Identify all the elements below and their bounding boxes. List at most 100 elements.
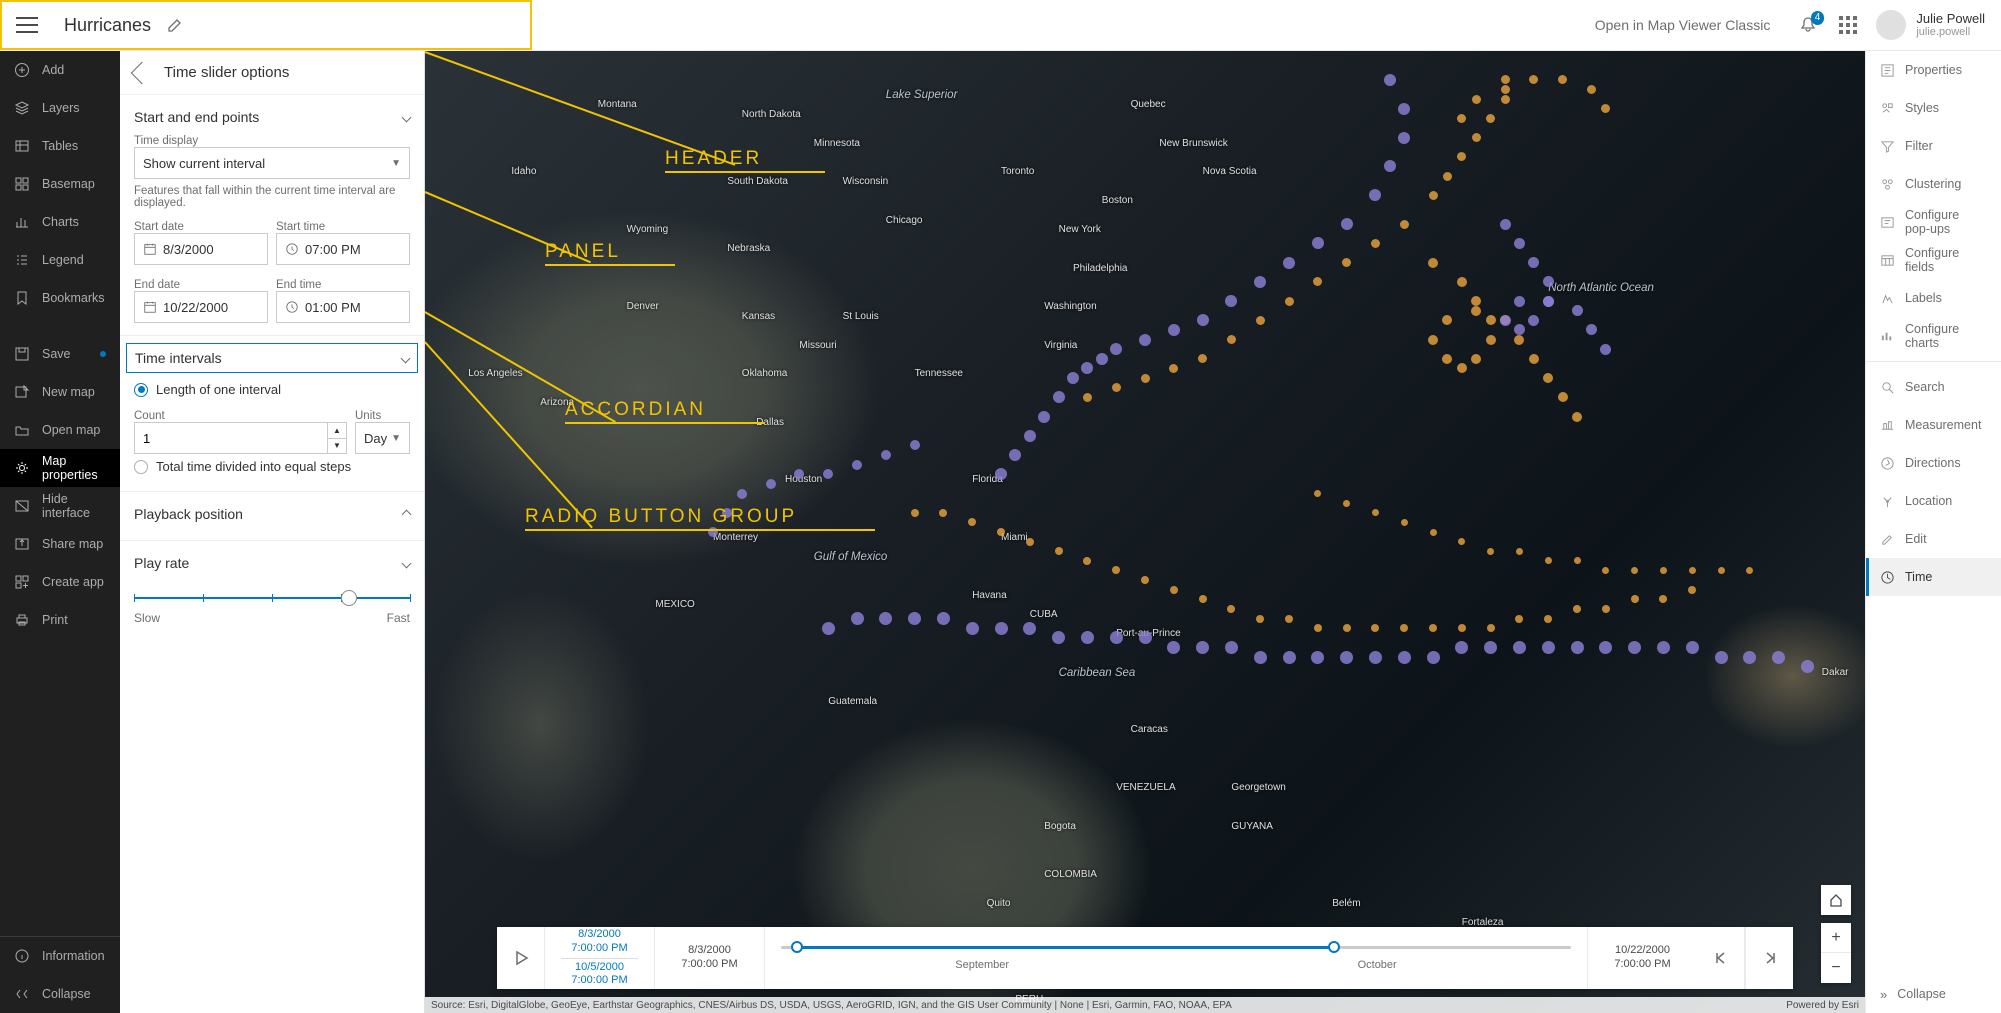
sidebar-item-save[interactable]: Save	[0, 335, 120, 373]
edit-title-icon[interactable]	[167, 17, 183, 33]
right-item-labels[interactable]: Labels	[1866, 279, 2001, 317]
time-display-select[interactable]: Show current interval ▼	[134, 147, 410, 179]
hurricane-point	[1139, 334, 1151, 346]
sidebar-item-tables[interactable]: Tables	[0, 127, 120, 165]
map-view[interactable]: MontanaNorth DakotaMinnesotaIdahoSouth D…	[425, 51, 1865, 1013]
sidebar-item-create-app[interactable]: Create app	[0, 563, 120, 601]
caribbean-label: Caribbean Sea	[1059, 667, 1136, 679]
sidebar-item-basemap[interactable]: Basemap	[0, 165, 120, 203]
right-item-time[interactable]: Time	[1866, 558, 2001, 596]
sidebar-item-share-map[interactable]: Share map	[0, 525, 120, 563]
sidebar-item-hide-interface[interactable]: Hide interface	[0, 487, 120, 525]
right-item-filter[interactable]: Filter	[1866, 127, 2001, 165]
sidebar-item-add[interactable]: Add	[0, 51, 120, 89]
hurricane-point	[1110, 631, 1123, 644]
map-city-label: Nebraska	[727, 243, 770, 254]
map-city-label: Nova Scotia	[1203, 166, 1257, 177]
zoom-in-button[interactable]: +	[1821, 923, 1851, 953]
hurricane-point	[1571, 641, 1584, 654]
step-forward-button[interactable]	[1745, 927, 1793, 989]
play-rate-slider[interactable]	[134, 597, 410, 599]
map-city-label: Oklahoma	[742, 368, 788, 379]
print-icon	[14, 612, 30, 628]
hurricane-point	[1573, 605, 1581, 613]
sidebar-item-layers[interactable]: Layers	[0, 89, 120, 127]
app-launcher-button[interactable]	[1828, 5, 1868, 45]
rr-icon	[1880, 101, 1895, 116]
grid-icon	[1839, 16, 1857, 34]
right-item-directions[interactable]: Directions	[1866, 444, 2001, 482]
sidebar-item-new-map[interactable]: New map	[0, 373, 120, 411]
section-head-playback[interactable]: Playback position	[134, 500, 410, 528]
sidebar-item-legend[interactable]: Legend	[0, 241, 120, 279]
user-menu[interactable]: Julie Powell julie.powell	[1868, 10, 2001, 40]
notifications-button[interactable]: 4	[1788, 5, 1828, 45]
start-date-input[interactable]: 8/3/2000	[134, 233, 268, 265]
count-stepper[interactable]: ▲▼	[134, 422, 347, 454]
right-item-edit[interactable]: Edit	[1866, 520, 2001, 558]
right-item-configure-fields[interactable]: Configure fields	[1866, 241, 2001, 279]
time-slider[interactable]: SeptemberOctober	[765, 927, 1587, 989]
hurricane-point	[1772, 651, 1785, 664]
sidebar-item-collapse[interactable]: Collapse	[0, 975, 120, 1013]
hurricane-point	[995, 622, 1008, 635]
hurricane-point	[1055, 547, 1063, 555]
play-button[interactable]	[497, 927, 545, 989]
right-item-properties[interactable]: Properties	[1866, 51, 2001, 89]
open-classic-link[interactable]: Open in Map Viewer Classic	[1577, 17, 1789, 33]
layers-icon	[14, 100, 30, 116]
map-city-label: Monterrey	[713, 532, 758, 543]
step-down-icon[interactable]: ▼	[328, 439, 346, 454]
gulf-label: Gulf of Mexico	[814, 551, 888, 563]
sidebar-item-bookmarks[interactable]: Bookmarks	[0, 279, 120, 317]
map-city-label: Philadelphia	[1073, 263, 1128, 274]
start-time-input[interactable]: 07:00 PM	[276, 233, 410, 265]
map-terrain	[425, 51, 1865, 1013]
hurricane-point	[1458, 624, 1466, 632]
hurricane-point	[1542, 641, 1555, 654]
back-icon[interactable]	[131, 61, 154, 84]
hurricane-point	[1170, 586, 1178, 594]
hurricane-point	[1600, 344, 1611, 355]
options-panel: Time slider options Start and end points…	[120, 51, 425, 1013]
map-city-label: Kansas	[742, 311, 775, 322]
section-head-rate[interactable]: Play rate	[134, 549, 410, 577]
hurricane-point	[1574, 557, 1581, 564]
hurricane-point	[1096, 353, 1108, 365]
hurricane-point	[1486, 335, 1496, 345]
hurricane-point	[1801, 660, 1814, 673]
hurricane-point	[1254, 651, 1267, 664]
hurricane-point	[1083, 393, 1092, 402]
menu-icon[interactable]	[16, 17, 38, 33]
zoom-out-button[interactable]: −	[1821, 953, 1851, 983]
home-button[interactable]	[1821, 885, 1851, 915]
right-item-clustering[interactable]: Clustering	[1866, 165, 2001, 203]
units-select[interactable]: Day ▼	[355, 422, 410, 454]
section-head-intervals[interactable]: Time intervals	[126, 343, 418, 373]
step-back-button[interactable]	[1697, 927, 1745, 989]
radio-total-divided[interactable]: Total time divided into equal steps	[134, 454, 410, 479]
right-item-measurement[interactable]: Measurement	[1866, 406, 2001, 444]
radio-length-interval[interactable]: Length of one interval	[134, 377, 410, 402]
right-item-search[interactable]: Search	[1866, 368, 2001, 406]
right-collapse[interactable]: » Collapse	[1866, 975, 2001, 1013]
right-item-configure-pop-ups[interactable]: Configure pop-ups	[1866, 203, 2001, 241]
clock-icon	[285, 300, 299, 314]
gear-icon	[14, 460, 30, 476]
sidebar-item-charts[interactable]: Charts	[0, 203, 120, 241]
map-city-label: Missouri	[799, 340, 836, 351]
section-head-start-end[interactable]: Start and end points	[134, 103, 410, 131]
sidebar-item-map-properties[interactable]: Map properties	[0, 449, 120, 487]
map-home-control	[1821, 885, 1851, 915]
step-up-icon[interactable]: ▲	[328, 423, 346, 439]
right-sidebar: PropertiesStylesFilterClusteringConfigur…	[1865, 51, 2001, 1013]
right-item-location[interactable]: Location	[1866, 482, 2001, 520]
sidebar-item-open-map[interactable]: Open map	[0, 411, 120, 449]
hurricane-point	[910, 440, 920, 450]
right-item-styles[interactable]: Styles	[1866, 89, 2001, 127]
end-date-input[interactable]: 10/22/2000	[134, 291, 268, 323]
sidebar-item-print[interactable]: Print	[0, 601, 120, 639]
sidebar-item-information[interactable]: Information	[0, 937, 120, 975]
end-time-input[interactable]: 01:00 PM	[276, 291, 410, 323]
right-item-configure-charts[interactable]: Configure charts	[1866, 317, 2001, 355]
